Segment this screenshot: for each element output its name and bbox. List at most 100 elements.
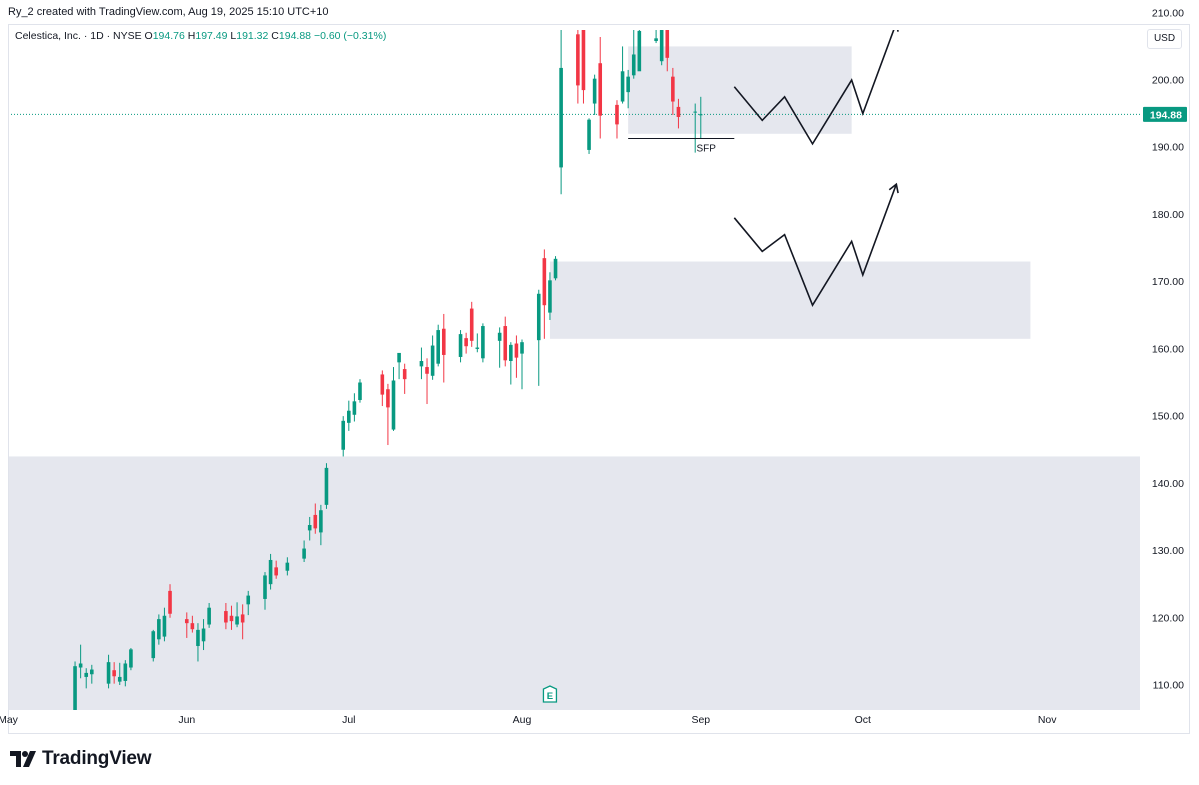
earnings-badge	[542, 685, 558, 703]
low-value: 191.32	[236, 30, 269, 42]
candle-body	[615, 104, 619, 125]
zone-lower	[9, 456, 1140, 710]
candle-body	[514, 343, 519, 358]
symbol-name[interactable]: Celestica, Inc. · 1D · NYSE	[15, 30, 142, 42]
currency-button[interactable]: USD	[1147, 29, 1182, 49]
y-tick-label: 200.00	[1152, 75, 1184, 87]
candle-body	[90, 669, 94, 675]
candle	[380, 370, 385, 407]
candle-body	[509, 344, 513, 361]
candle	[559, 30, 563, 195]
close-value: 194.88	[278, 30, 312, 42]
candle	[73, 661, 77, 710]
candle	[587, 118, 591, 154]
candle-body	[151, 631, 156, 659]
candle	[497, 327, 502, 368]
candle	[201, 619, 206, 651]
candle-body	[358, 382, 362, 400]
candle	[151, 629, 156, 662]
candle-body	[637, 30, 642, 72]
chart-frame	[8, 24, 1190, 734]
candle-body	[235, 616, 239, 625]
candle	[168, 584, 172, 618]
candle-body	[347, 410, 351, 423]
candle	[671, 67, 675, 115]
candle-body	[302, 548, 306, 559]
candle	[240, 604, 245, 640]
candle	[341, 416, 346, 457]
x-tick-label: Nov	[1038, 714, 1057, 726]
candle-body	[307, 525, 312, 531]
y-tick-label: 140.00	[1152, 478, 1184, 490]
candle	[469, 301, 474, 347]
x-tick-label: Oct	[855, 714, 871, 726]
candle	[637, 30, 642, 72]
candle-body	[168, 590, 172, 614]
change-value: −0.60 (−0.31%)	[313, 30, 387, 42]
candle-body	[73, 666, 77, 710]
candle	[615, 100, 619, 139]
candle-body	[190, 623, 195, 630]
candle-body	[78, 663, 83, 668]
candle	[90, 664, 94, 684]
candle-body	[553, 258, 558, 279]
candle-body	[402, 369, 407, 380]
candle	[620, 46, 625, 104]
candle	[324, 463, 329, 509]
x-tick-label: Aug	[513, 714, 532, 726]
candle	[514, 335, 519, 378]
candle	[358, 379, 362, 403]
candle	[419, 347, 424, 380]
candle-body	[352, 401, 357, 415]
candle-body	[157, 619, 161, 640]
candle-body	[620, 71, 625, 102]
candle-body	[391, 380, 396, 430]
candle-body	[229, 615, 234, 622]
candle	[84, 668, 89, 689]
candle-body	[665, 30, 670, 58]
earnings-marker: E	[542, 685, 558, 703]
candle-body	[341, 420, 346, 450]
candle	[436, 324, 440, 367]
candle-body	[224, 611, 228, 623]
candle	[397, 352, 401, 380]
candle	[117, 662, 122, 685]
y-tick-label: 110.00	[1153, 680, 1184, 692]
candle	[598, 36, 603, 139]
candle-body	[319, 510, 323, 533]
candle	[665, 30, 670, 72]
candle	[129, 648, 133, 671]
tradingview-brand[interactable]: TradingView	[10, 748, 152, 770]
candle	[235, 602, 239, 628]
candle	[631, 30, 636, 79]
candle	[307, 516, 312, 541]
y-tick-label: 170.00	[1152, 276, 1184, 288]
last-price-label: 194.88	[1150, 109, 1182, 121]
candle-body	[698, 114, 703, 116]
candle-body	[207, 607, 211, 625]
y-tick-label: 160.00	[1152, 343, 1184, 355]
symbol-legend: Celestica, Inc. · 1D · NYSE O194.76 H197…	[15, 30, 386, 42]
candle	[536, 289, 541, 386]
candle-body	[162, 615, 167, 637]
candle	[319, 504, 323, 546]
candle-body	[503, 326, 508, 361]
candle-body	[129, 649, 133, 668]
candle	[386, 383, 390, 446]
candle	[553, 256, 558, 281]
candle-body	[520, 342, 524, 354]
candle-body	[693, 111, 698, 113]
zone-middle	[549, 261, 1031, 339]
candle	[676, 98, 681, 129]
candle	[106, 654, 111, 689]
candle-body	[475, 347, 480, 349]
candle-body	[117, 676, 122, 682]
x-tick-label: Jun	[178, 714, 195, 726]
open-value: 194.76	[152, 30, 185, 42]
candle-body	[380, 374, 385, 395]
y-tick-label: 130.00	[1152, 545, 1184, 557]
candle	[592, 74, 597, 115]
candle-body	[587, 119, 591, 150]
high-value: 197.49	[195, 30, 228, 42]
